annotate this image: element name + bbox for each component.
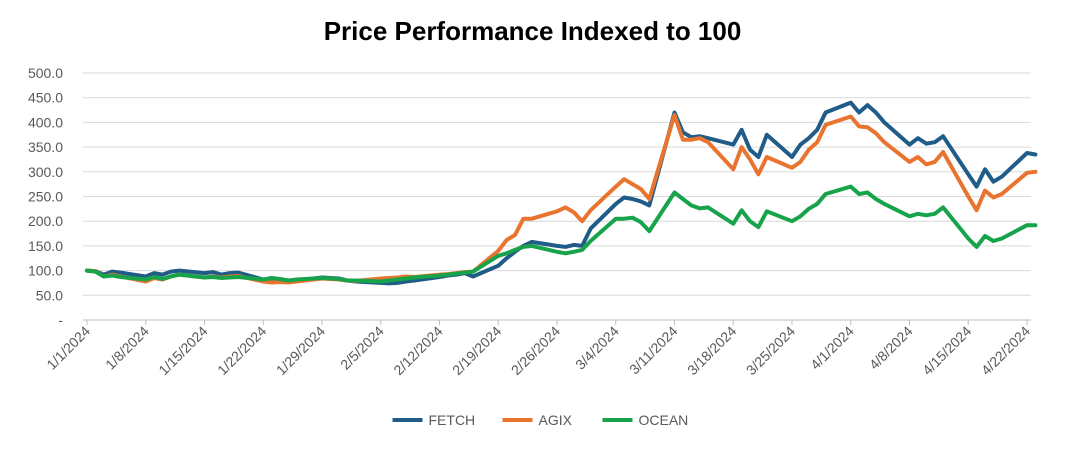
y-tick-label: 150.0 <box>28 238 63 254</box>
x-tick-label: 4/1/2024 <box>807 323 857 373</box>
x-tick-label: 2/26/2024 <box>508 323 564 379</box>
legend-label: OCEAN <box>639 412 689 428</box>
series-line-agix <box>85 113 1038 285</box>
y-tick-label: 400.0 <box>28 114 63 130</box>
chart-title: Price Performance Indexed to 100 <box>323 16 742 46</box>
series-line-ocean <box>85 184 1038 284</box>
legend-label: AGIX <box>539 412 573 428</box>
x-tick-label: 1/8/2024 <box>102 323 152 373</box>
x-tick-label: 3/25/2024 <box>743 323 799 379</box>
x-tick-label: 1/29/2024 <box>273 323 329 379</box>
legend-item-agix: AGIX <box>502 412 573 428</box>
legend-label: FETCH <box>429 412 476 428</box>
x-tick-label: 2/12/2024 <box>390 323 446 379</box>
legend: FETCH AGIX OCEAN <box>392 412 689 428</box>
y-tick-label: 300.0 <box>28 164 63 180</box>
x-axis-ticks: 1/1/2024 1/8/2024 1/15/2024 1/22/2024 1/29/2… <box>43 320 1033 378</box>
y-tick-label: 250.0 <box>28 189 63 205</box>
grid-lines <box>83 72 1031 321</box>
x-tick-label: 1/1/2024 <box>43 323 93 373</box>
x-tick-label: 3/18/2024 <box>684 323 740 379</box>
x-tick-label: 4/15/2024 <box>919 323 975 379</box>
x-tick-label: 1/22/2024 <box>214 323 270 379</box>
x-tick-label: 1/15/2024 <box>155 323 211 379</box>
y-tick-label: 500.0 <box>28 65 63 81</box>
x-tick-label: 4/8/2024 <box>866 323 916 373</box>
legend-item-ocean: OCEAN <box>602 412 689 428</box>
y-tick-label: 200.0 <box>28 213 63 229</box>
y-tick-label: 350.0 <box>28 139 63 155</box>
x-tick-label: 2/19/2024 <box>449 323 505 379</box>
y-tick-label: 450.0 <box>28 90 63 106</box>
y-tick-label: - <box>58 312 63 328</box>
y-axis-ticks: - 50.0 100.0 150.0 200.0 250.0 300.0 350.0 400.0… <box>28 65 63 328</box>
x-tick-label: 3/11/2024 <box>626 323 681 378</box>
x-tick-label: 4/22/2024 <box>978 323 1034 379</box>
legend-item-fetch: FETCH <box>392 412 476 428</box>
series-line-fetch <box>85 100 1038 286</box>
y-tick-label: 100.0 <box>28 263 63 279</box>
x-tick-label: 2/5/2024 <box>337 323 387 373</box>
x-tick-label: 3/4/2024 <box>572 323 622 373</box>
y-tick-label: 50.0 <box>36 287 63 303</box>
series-lines <box>85 100 1038 286</box>
